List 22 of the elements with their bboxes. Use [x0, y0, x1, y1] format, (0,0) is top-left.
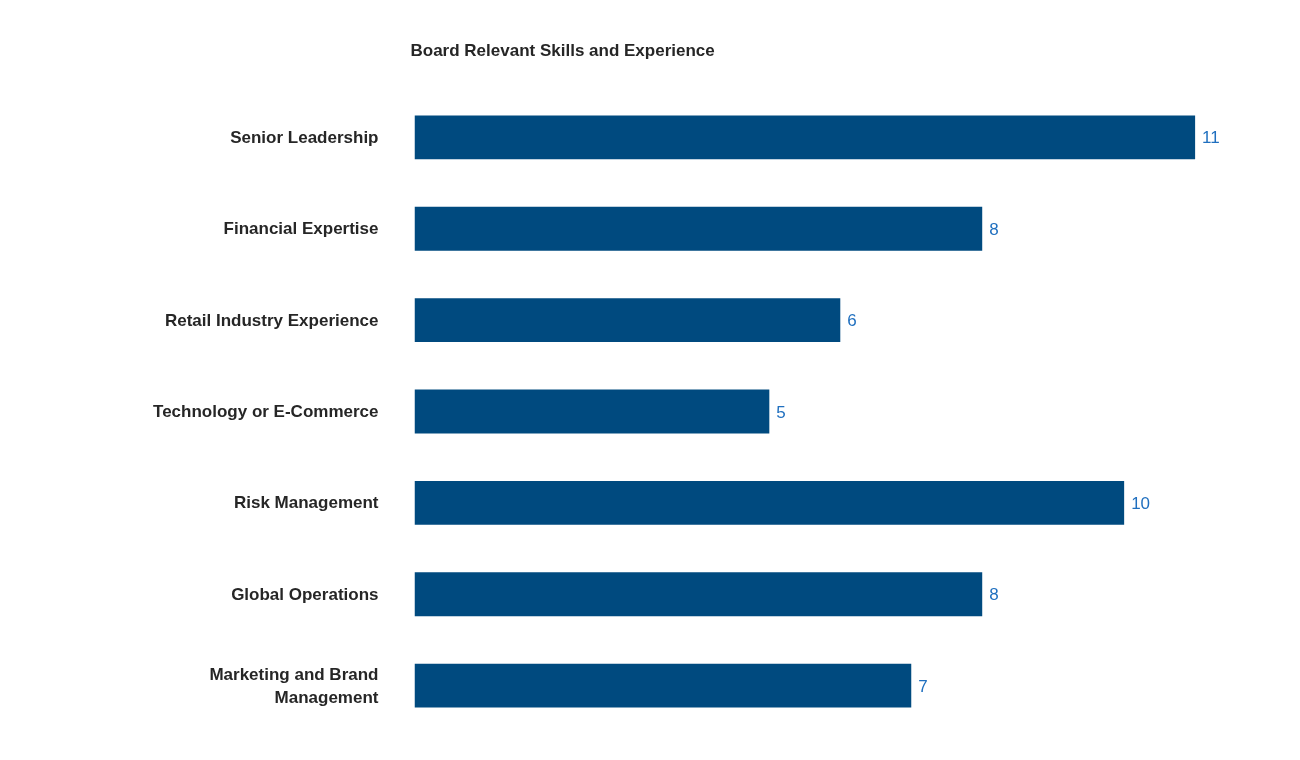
data-label: 8 — [989, 219, 999, 239]
data-label: 11 — [1202, 128, 1220, 148]
bar — [414, 389, 770, 434]
y-tick-label: Risk Management — [233, 493, 379, 513]
y-tick-label: Senior Leadership — [230, 127, 379, 147]
y-tick-label: Retail Industry Experience — [164, 310, 379, 330]
data-label: 6 — [847, 311, 857, 331]
bar — [414, 206, 983, 251]
bar — [414, 663, 912, 708]
bar — [414, 298, 841, 343]
data-label: 8 — [989, 585, 999, 605]
bar — [414, 572, 983, 617]
data-label: 5 — [776, 402, 786, 422]
chart-title: Board Relevant Skills and Experience — [410, 40, 715, 60]
y-tick-label: Technology or E-Commerce — [153, 402, 379, 421]
y-tick-label: Marketing and Brand Management — [209, 664, 379, 707]
bar — [414, 480, 1125, 525]
data-label: 10 — [1131, 493, 1151, 513]
bar — [414, 115, 1196, 160]
data-label: 7 — [918, 676, 928, 696]
y-tick-label: Financial Expertise — [223, 219, 379, 239]
y-tick-label: Global Operations — [231, 584, 379, 604]
